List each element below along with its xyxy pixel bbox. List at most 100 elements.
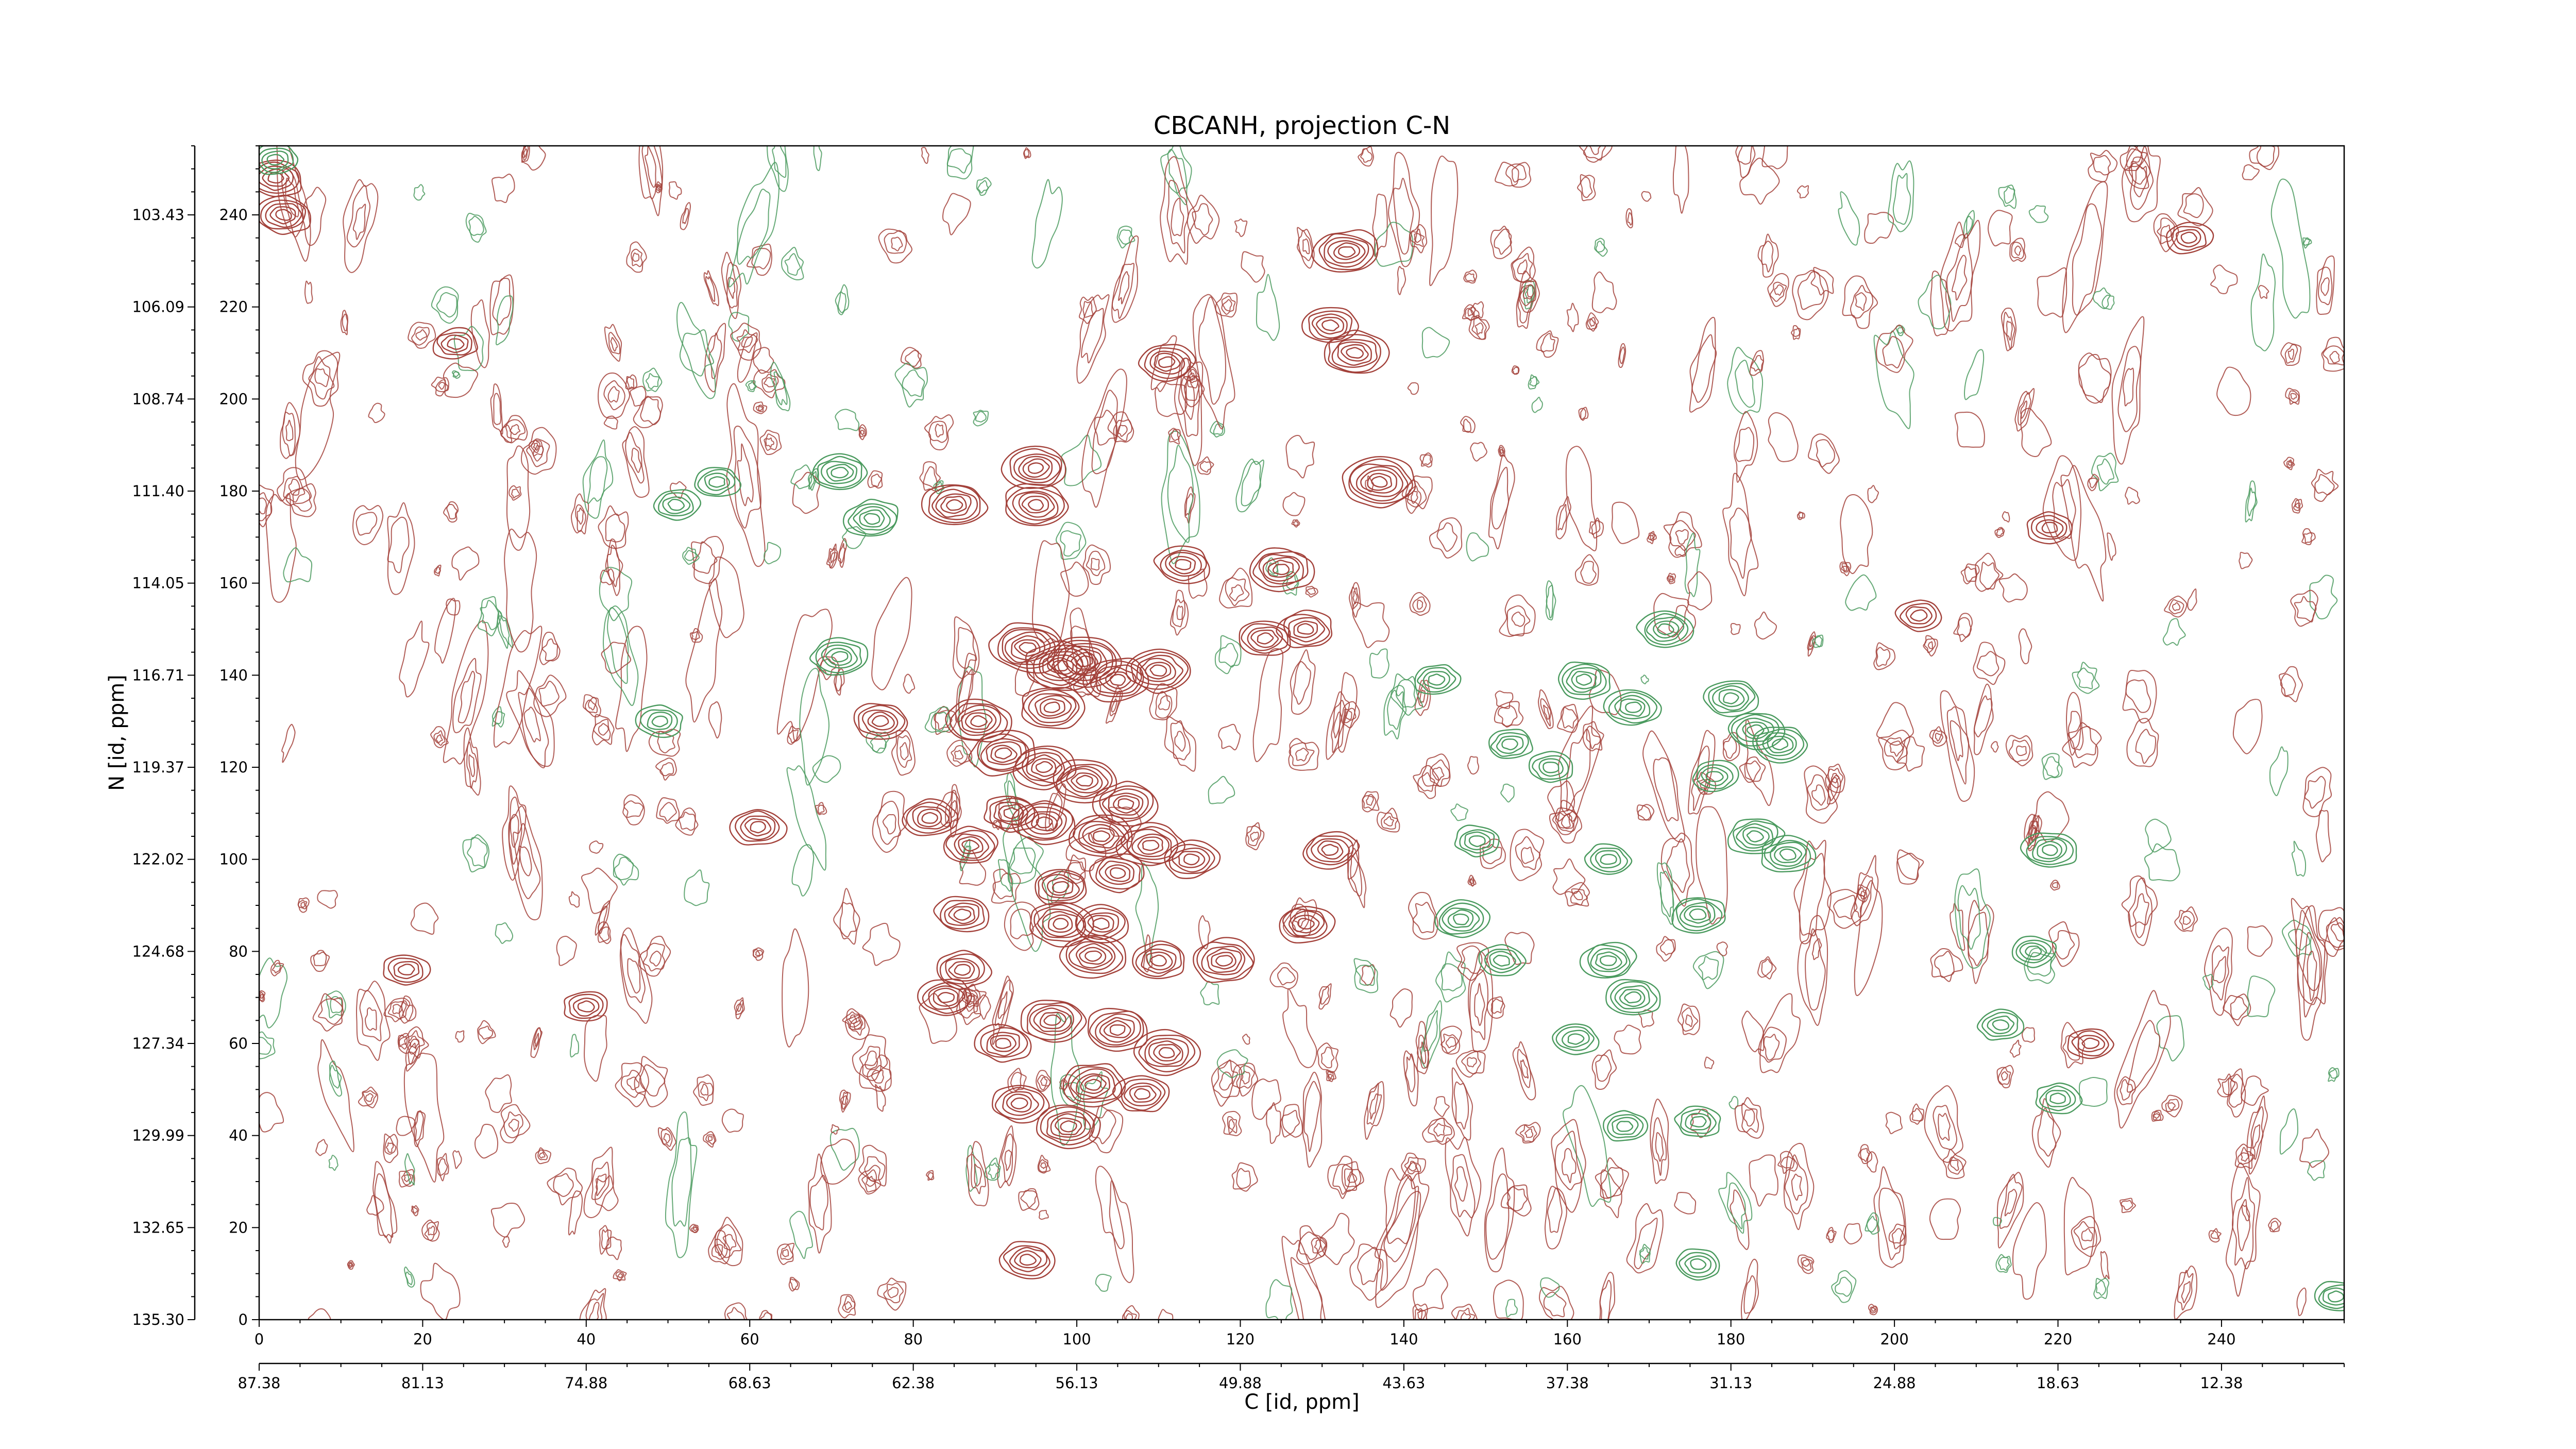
noise-contour bbox=[2157, 217, 2175, 244]
noise-contour bbox=[347, 1261, 354, 1269]
noise-contour bbox=[1975, 552, 2004, 592]
peak-contour-level bbox=[1080, 1075, 1107, 1094]
y-ppm-tick-label: 106.09 bbox=[132, 298, 184, 316]
noise-contour bbox=[430, 726, 449, 748]
peak-contour-level bbox=[1075, 943, 1113, 969]
noise-contour bbox=[858, 424, 867, 441]
noise-contour bbox=[1763, 1034, 1780, 1061]
noise-contour bbox=[786, 765, 827, 871]
peak-contour-level bbox=[1014, 639, 1041, 657]
peak-contour-level bbox=[1684, 1255, 1712, 1274]
noise-contour bbox=[784, 253, 801, 276]
noise-contour bbox=[1285, 435, 1315, 479]
noise-contour bbox=[663, 1133, 671, 1144]
noise-contour bbox=[1737, 146, 1752, 165]
noise-contour bbox=[1674, 545, 1686, 557]
noise-contour bbox=[676, 301, 716, 399]
peak-contour-level bbox=[1027, 462, 1044, 474]
noise-contour bbox=[2078, 353, 2111, 403]
peak-contour-level bbox=[2026, 511, 2073, 545]
noise-contour bbox=[2020, 400, 2028, 419]
noise-contour bbox=[1918, 274, 1952, 330]
noise-contour bbox=[282, 412, 296, 457]
noise-contour bbox=[506, 670, 555, 767]
noise-contour bbox=[1229, 584, 1244, 601]
peak-contour-level bbox=[1584, 843, 1633, 875]
peak-contour-level bbox=[1201, 946, 1246, 975]
noise-contour bbox=[2250, 253, 2276, 351]
peak-contour-level bbox=[265, 203, 302, 228]
noise-contour bbox=[2111, 316, 2145, 465]
peak-contour-level bbox=[1017, 802, 1074, 841]
noise-contour bbox=[680, 202, 691, 230]
peak-contour-level bbox=[1138, 344, 1196, 382]
noise-contour bbox=[437, 1158, 448, 1176]
peak-contour-level bbox=[1130, 651, 1189, 690]
peak-contour-level bbox=[275, 209, 292, 221]
noise-contour bbox=[1865, 1212, 1880, 1235]
noise-contour bbox=[1414, 233, 1422, 243]
noise-contour bbox=[835, 284, 850, 315]
peak-contour-level bbox=[1267, 560, 1294, 578]
peak-contour-level bbox=[1146, 951, 1173, 971]
noise-contour bbox=[1172, 599, 1185, 628]
peak-contour-level bbox=[928, 485, 981, 524]
peak-contour-level bbox=[1060, 766, 1109, 798]
noise-contour bbox=[1369, 1093, 1379, 1120]
peak-contour-level bbox=[1317, 840, 1344, 860]
noise-contour bbox=[314, 368, 330, 387]
peak-contour-level bbox=[1571, 670, 1597, 689]
noise-contour bbox=[2287, 461, 2293, 466]
peak-contour-level bbox=[1241, 623, 1289, 654]
noise-contour bbox=[1997, 1067, 2011, 1085]
peak-contour-level bbox=[1135, 943, 1182, 978]
peak-67 bbox=[635, 704, 683, 738]
noise-contour bbox=[858, 1144, 887, 1187]
peak-contour-level bbox=[1414, 664, 1462, 695]
noise-contour bbox=[1467, 874, 1477, 887]
y-index-tick-label: 20 bbox=[229, 1219, 248, 1236]
noise-contour bbox=[1295, 748, 1309, 762]
peak-contour-level bbox=[436, 332, 472, 356]
peak-contour-level bbox=[1035, 695, 1072, 719]
noise-contour bbox=[259, 497, 267, 515]
peak-contour-level bbox=[2175, 229, 2201, 248]
noise-contour bbox=[1423, 1010, 1438, 1052]
noise-contour bbox=[2037, 267, 2067, 318]
y-axis-label: N [id, ppm] bbox=[105, 675, 129, 791]
noise-contour bbox=[2164, 595, 2188, 618]
noise-contour bbox=[1599, 1279, 1612, 1320]
noise-contour bbox=[965, 1144, 978, 1192]
peak-contour-level bbox=[1013, 453, 1061, 483]
peak-96 bbox=[259, 146, 299, 175]
noise-contour bbox=[638, 935, 671, 977]
noise-contour bbox=[610, 336, 618, 352]
x-index-tick-label: 200 bbox=[1880, 1330, 1908, 1348]
noise-contour bbox=[511, 488, 520, 499]
peak-contour-level bbox=[1348, 458, 1413, 504]
noise-contour bbox=[259, 990, 266, 1002]
peak-contour-level bbox=[1600, 853, 1617, 865]
noise-contour bbox=[455, 1030, 465, 1043]
noise-contour bbox=[630, 385, 647, 407]
peak-contour-level bbox=[842, 498, 899, 537]
noise-contour bbox=[1618, 343, 1626, 368]
peak-contour-level bbox=[921, 484, 989, 526]
noise-contour bbox=[1805, 928, 1826, 1011]
peak-contour-level bbox=[1355, 466, 1403, 497]
noise-contour bbox=[1580, 561, 1597, 584]
noise-contour bbox=[1383, 1175, 1419, 1262]
noise-contour bbox=[975, 411, 987, 423]
noise-contour bbox=[1038, 1159, 1048, 1173]
noise-contour bbox=[1940, 690, 1975, 802]
noise-contour bbox=[1149, 683, 1178, 720]
noise-contour bbox=[364, 1007, 377, 1031]
peak-90 bbox=[2020, 832, 2077, 868]
peak-contour-level bbox=[2171, 226, 2207, 251]
noise-contour bbox=[1547, 1188, 1563, 1233]
peak-contour-level bbox=[1071, 652, 1098, 670]
noise-contour bbox=[1037, 1074, 1051, 1090]
peak-contour-level bbox=[831, 466, 849, 479]
noise-contour bbox=[1884, 737, 1908, 763]
peak-contour-level bbox=[1262, 557, 1300, 582]
